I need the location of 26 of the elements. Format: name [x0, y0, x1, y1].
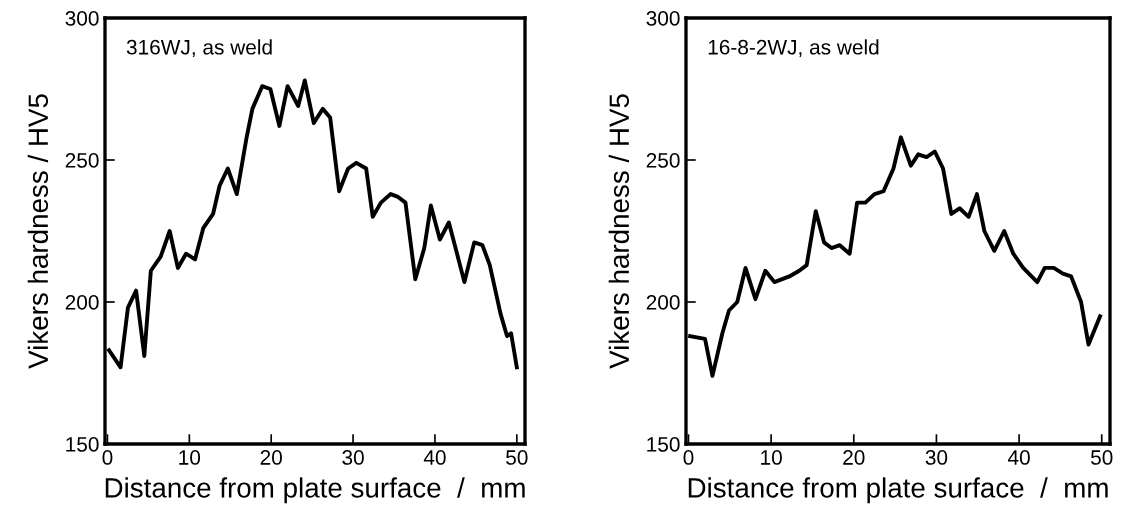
x-tick-label: 30	[342, 450, 364, 465]
y-tick-label: 200	[65, 295, 99, 310]
y-tick-label: 200	[646, 295, 680, 310]
y-tick-label: 150	[66, 437, 99, 452]
x-tick-label: 10	[761, 450, 782, 465]
x-tick-label: 20	[843, 450, 865, 465]
x-tick-label: 0	[683, 450, 694, 465]
y-tick-label: 150	[647, 437, 680, 452]
annotation: 316WJ, as weld	[126, 39, 272, 58]
x-tick-label: 0	[102, 450, 113, 465]
y-tick-label: 300	[65, 11, 99, 26]
y-tick-label: 300	[646, 11, 680, 26]
x-tick-label: 50	[1090, 450, 1113, 465]
x-tick-label: 20	[260, 450, 282, 465]
x-tick-label: 30	[925, 450, 948, 465]
x-tick-label: 50	[506, 450, 528, 465]
x-axis-title: Distance from plate surface / mm	[688, 477, 1108, 504]
x-tick-label: 10	[179, 450, 201, 465]
y-tick-label: 250	[65, 153, 99, 168]
x-tick-label: 40	[423, 450, 446, 465]
x-axis-title: Distance from plate surface / mm	[105, 477, 525, 504]
x-tick-label: 40	[1007, 450, 1030, 465]
annotation: 16-8-2WJ, as weld	[708, 39, 879, 58]
y-axis-title: Vikers hardness / HV5	[608, 94, 630, 369]
y-tick-label: 250	[646, 153, 680, 168]
y-axis-title: Vikers hardness / HV5	[27, 94, 49, 369]
